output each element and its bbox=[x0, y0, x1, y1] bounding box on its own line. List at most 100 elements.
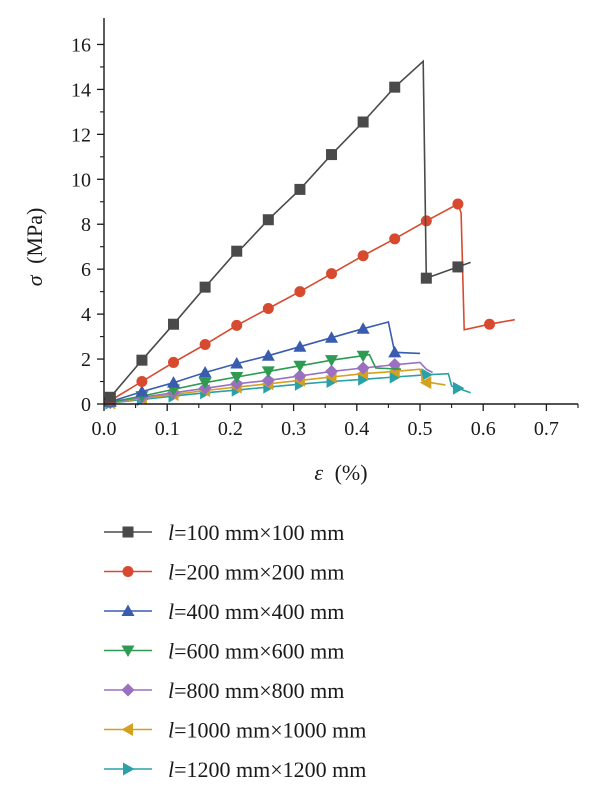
legend-item-7: l=1200 mm×1200 mm bbox=[104, 757, 366, 782]
data-point bbox=[262, 214, 274, 226]
data-point bbox=[199, 338, 211, 350]
x-axis-symbol: ε bbox=[314, 460, 323, 485]
data-point bbox=[420, 215, 432, 227]
legend-item-1: l=100 mm×100 mm bbox=[104, 520, 344, 545]
data-point bbox=[294, 286, 306, 298]
data-point bbox=[104, 391, 116, 403]
data-point bbox=[293, 369, 307, 383]
data-point bbox=[388, 345, 402, 358]
legend: l=100 mm×100 mml=200 mm×200 mml=400 mm×4… bbox=[104, 520, 366, 782]
series-line bbox=[103, 202, 515, 403]
data-point bbox=[168, 356, 180, 368]
y-tick-label: 10 bbox=[71, 169, 91, 191]
y-tick-label: 4 bbox=[81, 304, 91, 326]
data-point bbox=[326, 149, 338, 161]
legend-label-text: =1200 mm×1200 mm bbox=[174, 757, 366, 782]
data-point bbox=[293, 360, 307, 373]
data-point bbox=[356, 322, 370, 334]
legend-label-text: =1000 mm×1000 mm bbox=[174, 718, 366, 743]
y-tick-label: 8 bbox=[81, 214, 91, 236]
series-5 bbox=[103, 358, 433, 410]
legend-label-text: =200 mm×200 mm bbox=[174, 560, 344, 585]
data-point bbox=[325, 331, 339, 343]
legend-label: l=400 mm×400 mm bbox=[168, 599, 344, 624]
legend-label-symbol: l bbox=[168, 757, 174, 782]
data-point bbox=[484, 318, 496, 330]
x-axis-unit: (%) bbox=[335, 460, 368, 485]
data-point bbox=[357, 250, 369, 262]
y-axis-title: σ (MPa) bbox=[22, 208, 47, 287]
legend-label: l=600 mm×600 mm bbox=[168, 639, 344, 664]
legend-label: l=1000 mm×1000 mm bbox=[168, 718, 366, 743]
data-point bbox=[231, 245, 243, 257]
legend-label: l=1200 mm×1200 mm bbox=[168, 757, 366, 782]
data-point bbox=[136, 376, 148, 388]
legend-item-5: l=800 mm×800 mm bbox=[104, 678, 344, 703]
legend-label-text: =600 mm×600 mm bbox=[174, 639, 344, 664]
legend-label: l=800 mm×800 mm bbox=[168, 678, 344, 703]
data-point bbox=[199, 281, 211, 293]
y-tick-label: 16 bbox=[71, 34, 91, 56]
legend-marker bbox=[121, 683, 135, 697]
data-point bbox=[135, 385, 149, 397]
data-point bbox=[261, 366, 275, 378]
legend-marker bbox=[121, 723, 133, 736]
data-point bbox=[136, 354, 148, 366]
data-point bbox=[356, 361, 370, 375]
data-point bbox=[388, 358, 402, 372]
x-tick-label: 0.2 bbox=[218, 418, 243, 440]
x-tick-label: 0.7 bbox=[534, 418, 559, 440]
axes: 0.0 0.1 0.2 0.3 0.4 0.5 0.6 0.7 0 2 4 6 8 10 12 14 16 bbox=[71, 18, 579, 440]
data-point bbox=[198, 377, 212, 390]
x-tick-label: 0.5 bbox=[408, 418, 433, 440]
x-tick-label: 0.4 bbox=[344, 418, 369, 440]
data-point bbox=[230, 377, 244, 391]
data-point bbox=[262, 303, 274, 314]
x-axis-title: ε (%) bbox=[314, 460, 367, 485]
data-point bbox=[419, 376, 432, 390]
legend-label-symbol: l bbox=[168, 520, 174, 545]
plot-area bbox=[103, 59, 515, 410]
legend-marker bbox=[121, 604, 135, 616]
y-tick-label: 14 bbox=[71, 79, 91, 101]
legend-label: l=200 mm×200 mm bbox=[168, 560, 344, 585]
x-tick-label: 0.0 bbox=[92, 418, 117, 440]
data-point bbox=[452, 261, 464, 273]
data-point bbox=[452, 381, 465, 395]
legend-label-symbol: l bbox=[168, 718, 174, 743]
legend-label-symbol: l bbox=[168, 599, 174, 624]
legend-label-symbol: l bbox=[168, 678, 174, 703]
legend-label-text: =400 mm×400 mm bbox=[174, 599, 344, 624]
data-point bbox=[452, 198, 464, 210]
data-point bbox=[231, 319, 243, 331]
legend-marker bbox=[122, 526, 134, 538]
x-tick-label: 0.1 bbox=[155, 418, 180, 440]
x-tick-label: 0.6 bbox=[471, 418, 496, 440]
data-point bbox=[230, 357, 244, 369]
legend-label-text: =800 mm×800 mm bbox=[174, 678, 344, 703]
data-point bbox=[389, 233, 401, 245]
data-point bbox=[325, 364, 339, 378]
data-point bbox=[356, 350, 370, 363]
legend-item-3: l=400 mm×400 mm bbox=[104, 599, 344, 624]
legend-item-4: l=600 mm×600 mm bbox=[104, 639, 344, 664]
series-1 bbox=[103, 59, 471, 403]
series-2 bbox=[103, 198, 515, 407]
data-point bbox=[389, 81, 401, 93]
data-point bbox=[261, 349, 275, 361]
data-point bbox=[230, 372, 244, 384]
series-3 bbox=[103, 321, 421, 407]
data-point bbox=[326, 268, 338, 280]
legend-marker bbox=[122, 566, 134, 577]
legend-label-symbol: l bbox=[168, 560, 174, 585]
y-tick-label: 2 bbox=[81, 349, 91, 371]
y-axis-symbol: σ bbox=[22, 274, 47, 286]
data-point bbox=[167, 376, 181, 388]
data-point bbox=[168, 318, 180, 330]
y-axis-unit: (MPa) bbox=[22, 208, 47, 264]
legend-marker bbox=[121, 645, 135, 657]
data-point bbox=[325, 355, 339, 367]
data-point bbox=[421, 368, 433, 382]
series-line bbox=[103, 59, 471, 401]
